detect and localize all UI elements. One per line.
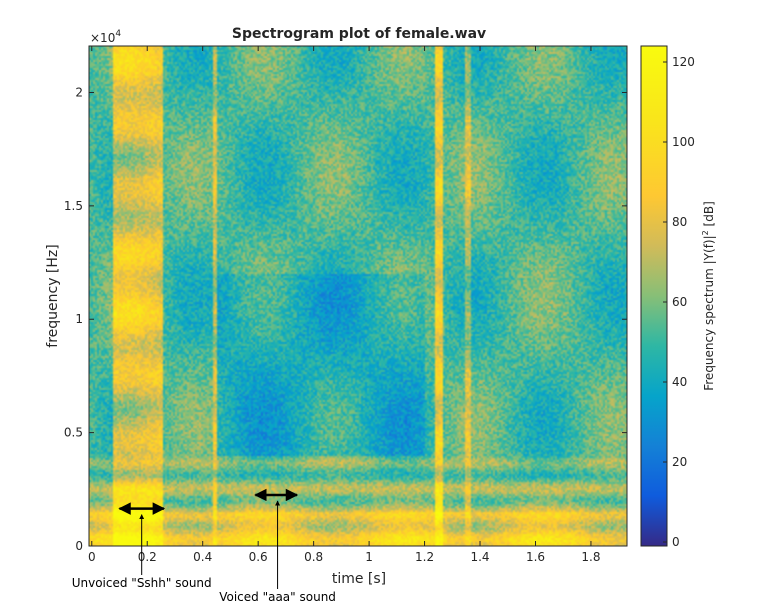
x-tick-label: 0.8 <box>304 550 323 564</box>
annotations: Unvoiced "Sshh" sound Voiced "aaa" sound <box>72 488 336 604</box>
y-exponent-base: ×10 <box>90 31 115 45</box>
x-tick-label: 0 <box>88 550 96 564</box>
x-tick-label: 0.4 <box>193 550 212 564</box>
chart-title: Spectrogram plot of female.wav <box>232 26 486 42</box>
colorbar-label-suffix: [dB] <box>702 201 716 230</box>
x-tick-label: 0.2 <box>138 550 157 564</box>
x-tick-label: 1.8 <box>581 550 600 564</box>
plot-frame <box>88 45 628 547</box>
colorbar <box>640 45 668 547</box>
colorbar-ticks: 0 20 40 60 80 100 120 <box>663 55 695 549</box>
colorbar-tick-label: 80 <box>672 215 687 229</box>
colorbar-tick-label: 60 <box>672 295 687 309</box>
x-tick-label: 1.6 <box>526 550 545 564</box>
x-tick-label: 1.2 <box>415 550 434 564</box>
x-axis: 0 0.2 0.4 0.6 0.8 1 1.2 1.4 1.6 1.8 <box>88 46 600 564</box>
annotation-label: Unvoiced "Sshh" sound <box>72 576 212 590</box>
colorbar-tick-label: 20 <box>672 455 687 469</box>
x-tick-label: 1 <box>365 550 373 564</box>
x-tick-label: 0.6 <box>249 550 268 564</box>
y-tick-label: 0 <box>75 539 83 553</box>
colorbar-tick-label: 100 <box>672 135 695 149</box>
spectrogram-image <box>89 46 627 546</box>
colorbar-tick-label: 120 <box>672 55 695 69</box>
colorbar-label-power: 2 <box>701 230 710 235</box>
colorbar-label: Frequency spectrum |Y(f)|2 [dB] <box>701 201 716 391</box>
y-tick-label: 0.5 <box>64 426 83 440</box>
x-axis-label: time [s] <box>332 571 386 587</box>
colorbar-label-prefix: Frequency spectrum |Y(f)| <box>702 235 716 390</box>
y-exponent-label: ×104 <box>90 29 121 45</box>
spectrogram-heatmap <box>89 46 627 546</box>
y-exponent-power: 4 <box>115 29 121 39</box>
y-tick-label: 1 <box>75 312 83 326</box>
y-tick-label: 2 <box>75 85 83 99</box>
x-tick-label: 1.4 <box>470 550 489 564</box>
y-axis: 0 0.5 1 1.5 2 <box>64 85 627 553</box>
colorbar-tick-label: 40 <box>672 375 687 389</box>
colorbar-tick-label: 0 <box>672 535 680 549</box>
y-tick-label: 1.5 <box>64 199 83 213</box>
y-axis-label: frequency [Hz] <box>45 244 61 347</box>
annotation-label: Voiced "aaa" sound <box>219 590 336 604</box>
